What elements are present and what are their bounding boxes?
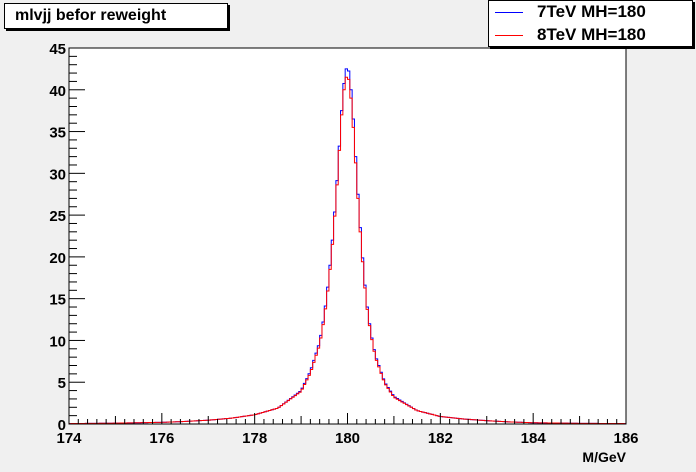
y-tick-label-6: 30 bbox=[49, 166, 66, 183]
legend-entry-7tev: 7TeV MH=180 bbox=[489, 2, 689, 24]
y-tick-label-1: 5 bbox=[58, 375, 66, 392]
x-tick-label-0: 174 bbox=[56, 430, 82, 447]
chart-title-box: mlvjj befor reweight bbox=[4, 3, 228, 29]
y-tick-label-2: 10 bbox=[49, 333, 66, 350]
y-tick-label-8: 40 bbox=[49, 83, 66, 100]
x-tick-label-4: 182 bbox=[428, 430, 453, 447]
chart-title: mlvjj befor reweight bbox=[15, 7, 167, 24]
plot-frame bbox=[68, 47, 627, 425]
legend-entry-8tev: 8TeV MH=180 bbox=[489, 25, 689, 47]
x-tick-label-1: 176 bbox=[149, 430, 174, 447]
legend: 7TeV MH=180 8TeV MH=180 bbox=[488, 0, 693, 47]
ticks-layer: 174 176 178 180 182 184 186 0 5 10 15 20 25 30 35 40 45 bbox=[49, 41, 638, 447]
legend-line-8tev bbox=[495, 35, 523, 36]
legend-label-8tev: 8TeV MH=180 bbox=[537, 25, 646, 44]
y-tick-label-7: 35 bbox=[49, 125, 66, 142]
x-tick-label-6: 186 bbox=[613, 430, 638, 447]
y-tick-label-3: 15 bbox=[49, 292, 66, 309]
x-tick-label-3: 180 bbox=[335, 430, 360, 447]
x-tick-label-5: 184 bbox=[521, 430, 547, 447]
legend-label-7tev: 7TeV MH=180 bbox=[537, 2, 646, 21]
x-tick-label-2: 178 bbox=[242, 430, 267, 447]
y-tick-label-5: 25 bbox=[49, 208, 66, 225]
y-tick-label-4: 20 bbox=[49, 250, 66, 267]
legend-line-7tev bbox=[495, 12, 523, 13]
y-tick-label-0: 0 bbox=[58, 417, 66, 434]
y-tick-label-9: 45 bbox=[49, 41, 66, 58]
x-axis-label: M/GeV bbox=[582, 449, 626, 465]
